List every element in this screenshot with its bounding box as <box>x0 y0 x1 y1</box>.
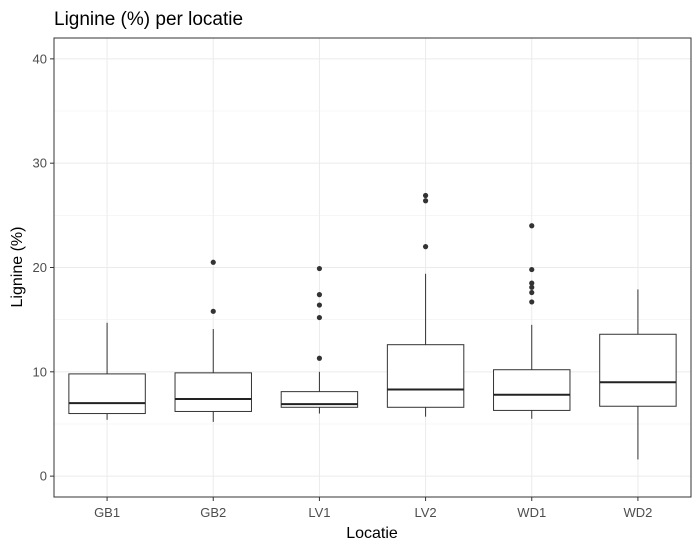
outlier-point <box>422 192 429 199</box>
box-iqr <box>493 369 571 411</box>
outlier-point <box>210 259 216 265</box>
outlier-point <box>316 292 323 298</box>
box-lv1 <box>280 265 359 414</box>
y-tick-label: 40 <box>33 51 47 66</box>
chart-title: Lignine (%) per locatie <box>54 9 243 30</box>
y-tick-label: 20 <box>33 260 47 275</box>
box-gb1 <box>68 322 146 420</box>
box-iqr <box>174 372 252 412</box>
outlier-point <box>422 244 429 250</box>
x-tick-label: GB1 <box>94 505 120 520</box>
outlier-point <box>316 314 323 321</box>
outlier-point <box>529 223 535 229</box>
grid <box>54 38 691 497</box>
y-tick-label: 0 <box>40 469 47 484</box>
y-tick-label: 30 <box>33 156 47 171</box>
x-tick-label: WD1 <box>517 505 546 520</box>
box-iqr <box>599 333 677 407</box>
outlier-point <box>316 355 323 361</box>
outlier-point <box>529 280 535 286</box>
outlier-point <box>422 198 429 204</box>
x-tick-label: LV2 <box>414 505 436 520</box>
y-tick-label: 10 <box>33 364 47 379</box>
box-iqr <box>68 373 146 415</box>
outlier-point <box>529 289 535 296</box>
x-tick-label: LV1 <box>308 505 330 520</box>
box-wd2 <box>599 289 677 460</box>
outlier-point <box>316 265 323 272</box>
y-axis: 0 10 20 30 40 <box>33 51 54 484</box>
outlier-point <box>529 266 535 273</box>
outlier-point <box>316 302 323 308</box>
box-iqr <box>386 344 465 408</box>
x-tick-label: GB2 <box>200 505 226 520</box>
outlier-point <box>529 284 535 290</box>
x-axis-title: Locatie <box>346 525 398 542</box>
outlier-point <box>210 308 216 314</box>
boxes <box>68 192 677 460</box>
outlier-point <box>529 299 535 305</box>
box-wd1 <box>493 223 571 419</box>
x-axis: GB1 GB2 LV1 LV2 WD1 WD2 <box>94 497 652 520</box>
box-lv2 <box>386 192 465 417</box>
box-gb2 <box>174 259 252 422</box>
x-tick-label: WD2 <box>623 505 652 520</box>
y-axis-title: Lignine (%) <box>9 227 26 308</box>
